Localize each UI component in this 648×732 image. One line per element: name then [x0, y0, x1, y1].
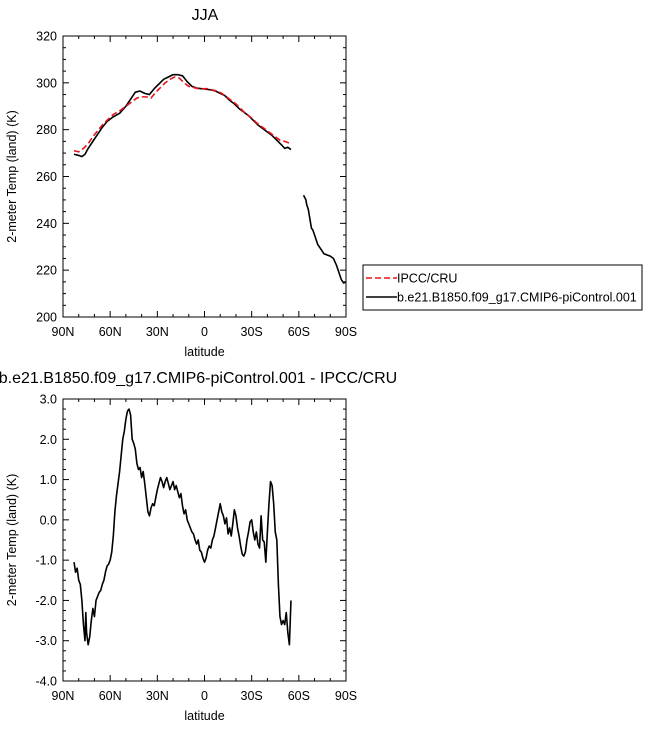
x-tick-label: 60N	[99, 325, 122, 339]
chart-title: b.e21.B1850.f09_g17.CMIP6-piControl.001 …	[0, 370, 397, 387]
y-tick-label: -3.0	[35, 634, 57, 648]
x-tick-label: 90N	[52, 689, 75, 703]
series-line-1-segment-1	[73, 76, 292, 153]
y-tick-label: 260	[36, 170, 57, 184]
legend-box	[362, 264, 643, 311]
y-tick-label: 0.0	[40, 513, 57, 527]
chart-1: JJA 200 220 240 260 280 300 320 90N 60N 30N 0 30S 60S…	[5, 7, 643, 359]
x-tick-label: 30N	[146, 689, 169, 703]
x-tick-label: 0	[201, 325, 208, 339]
legend-entry: IPCC/CRU	[397, 272, 457, 286]
plot-frame	[62, 35, 347, 318]
y-tick-label: 320	[36, 30, 57, 44]
series-line-1-segment-1	[73, 408, 292, 646]
x-axis-label: latitude	[184, 709, 224, 723]
series-line-2-segment-2	[302, 194, 346, 284]
chart-title: JJA	[192, 7, 219, 24]
y-tick-label: 200	[36, 311, 57, 325]
chart-2: b.e21.B1850.f09_g17.CMIP6-piControl.001 …	[0, 370, 397, 723]
x-tick-label: 60S	[288, 325, 310, 339]
y-tick-label: 280	[36, 123, 57, 137]
legend-entry: b.e21.B1850.f09_g17.CMIP6-piControl.001	[397, 291, 637, 305]
y-tick-label: 3.0	[40, 393, 57, 407]
plot-frame	[62, 398, 347, 682]
plot-area	[73, 408, 292, 646]
y-tick-label: 220	[36, 264, 57, 278]
x-axis-label: latitude	[184, 345, 224, 359]
legend: IPCC/CRU b.e21.B1850.f09_g17.CMIP6-piCont…	[362, 264, 643, 311]
x-tick-label: 90S	[335, 689, 357, 703]
y-tick-label: -2.0	[35, 594, 57, 608]
y-axis-label: 2-meter Temp (land) (K)	[5, 110, 19, 242]
x-tick-label: 90S	[335, 325, 357, 339]
y-axis-label: 2-meter Temp (land) (K)	[5, 474, 19, 606]
y-tick-label: -4.0	[35, 675, 57, 689]
x-tick-label: 60S	[288, 689, 310, 703]
y-tick-label: -1.0	[35, 554, 57, 568]
x-tick-label: 30N	[146, 325, 169, 339]
x-tick-label: 0	[201, 689, 208, 703]
y-tick-label: 2.0	[40, 433, 57, 447]
x-tick-label: 90N	[52, 325, 75, 339]
y-tick-label: 300	[36, 76, 57, 90]
plot-area	[73, 73, 346, 284]
x-tick-label: 30S	[241, 325, 263, 339]
x-tick-label: 30S	[241, 689, 263, 703]
series-line-2-segment-1	[73, 73, 292, 158]
y-tick-label: 1.0	[40, 473, 57, 487]
y-tick-label: 240	[36, 217, 57, 231]
x-tick-label: 60N	[99, 689, 122, 703]
